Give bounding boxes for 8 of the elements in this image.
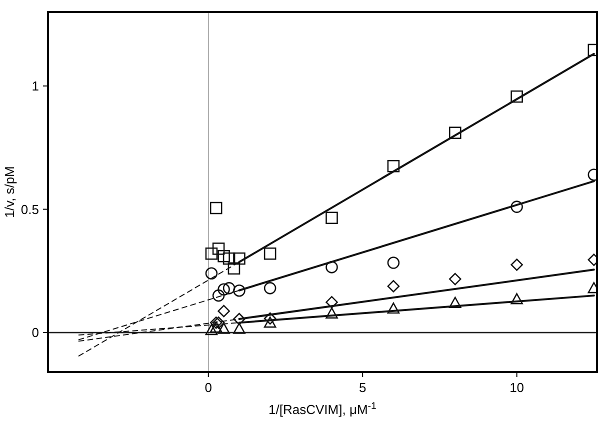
x-tick-label: 0 xyxy=(204,380,212,395)
y-tick-label: 1 xyxy=(32,78,39,94)
x-axis-title: 1/[RasCVIM], μM$^{-1}$ xyxy=(268,400,376,417)
y-axis-title: 1/v, s/pM xyxy=(2,166,17,218)
x-tick-label: 10 xyxy=(510,380,524,395)
y-tick-label: 0.5 xyxy=(20,202,39,217)
x-tick-label: 5 xyxy=(358,380,366,395)
y-tick-label: 0 xyxy=(32,325,39,340)
